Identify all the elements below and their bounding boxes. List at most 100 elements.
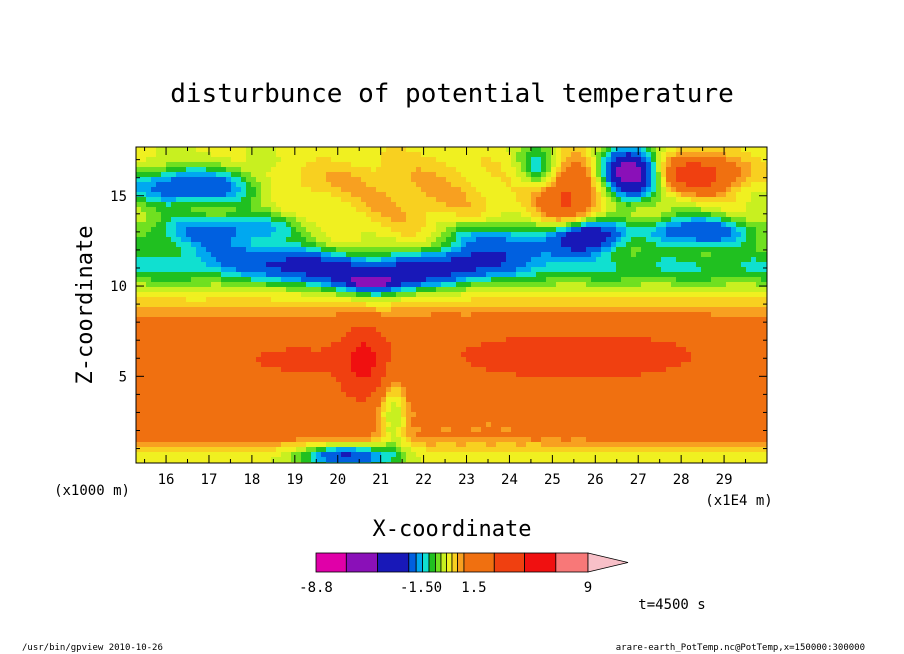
field-cell [326,307,332,313]
field-cell [271,237,277,243]
field-cell [516,397,522,403]
field-cell [161,317,167,323]
field-cell [286,377,292,383]
field-cell [211,277,217,283]
field-cell [196,172,202,178]
field-cell [321,402,327,408]
field-cell [406,352,412,358]
field-cell [176,422,182,428]
field-cell [516,352,522,358]
field-cell [516,227,522,233]
field-cell [366,442,372,448]
field-cell [506,337,512,343]
field-cell [511,397,517,403]
field-cell [521,207,527,213]
field-cell [341,292,347,298]
field-cell [166,322,172,328]
field-cell [321,147,327,153]
field-cell [276,242,282,248]
field-cell [466,172,472,178]
field-cell [436,177,442,183]
field-cell [491,247,497,253]
field-cell [491,427,497,433]
field-cell [456,357,462,363]
field-cell [176,317,182,323]
field-cell [491,257,497,263]
field-cell [446,332,452,338]
field-cell [166,307,172,313]
field-cell [406,197,412,203]
field-cell [451,357,457,363]
field-cell [301,407,307,413]
field-cell [351,427,357,433]
field-cell [266,147,272,153]
field-cell [391,217,397,223]
field-cell [411,162,417,168]
field-cell [236,452,242,458]
field-cell [206,207,212,213]
field-cell [396,417,402,423]
field-cell [291,442,297,448]
field-cell [286,457,292,463]
field-cell [266,412,272,418]
field-cell [371,347,377,353]
field-cell [336,337,342,343]
field-cell [411,437,417,443]
field-cell [466,437,472,443]
field-cell [386,352,392,358]
field-cell [136,202,142,208]
field-cell [301,332,307,338]
field-cell [166,452,172,458]
field-cell [296,407,302,413]
field-cell [186,212,192,218]
field-cell [356,362,362,368]
field-cell [421,257,427,263]
field-cell [351,247,357,253]
field-cell [386,257,392,263]
field-cell [386,417,392,423]
field-cell [276,257,282,263]
field-cell [336,222,342,228]
field-cell [421,227,427,233]
field-cell [446,212,452,218]
field-cell [286,267,292,273]
field-cell [351,372,357,378]
field-cell [366,257,372,263]
field-cell [516,292,522,298]
field-cell [191,207,197,213]
field-cell [326,417,332,423]
field-cell [476,162,482,168]
field-cell [216,287,222,293]
field-cell [486,272,492,278]
field-cell [146,337,152,343]
field-cell [301,417,307,423]
field-cell [261,437,267,443]
field-cell [186,177,192,183]
field-cell [436,372,442,378]
field-cell [321,172,327,178]
field-cell [446,322,452,328]
field-cell [206,352,212,358]
field-cell [406,147,412,153]
field-cell [321,182,327,188]
field-cell [201,287,207,293]
field-cell [366,427,372,433]
field-cell [406,427,412,433]
field-cell [186,382,192,388]
field-cell [366,422,372,428]
field-cell [496,222,502,228]
field-cell [486,297,492,303]
field-cell [191,387,197,393]
field-cell [481,192,487,198]
field-cell [456,187,462,193]
field-cell [351,407,357,413]
field-cell [456,232,462,238]
field-cell [256,382,262,388]
field-cell [411,187,417,193]
field-cell [301,202,307,208]
field-cell [416,427,422,433]
field-cell [486,352,492,358]
field-cell [471,422,477,428]
field-cell [366,342,372,348]
field-cell [171,267,177,273]
